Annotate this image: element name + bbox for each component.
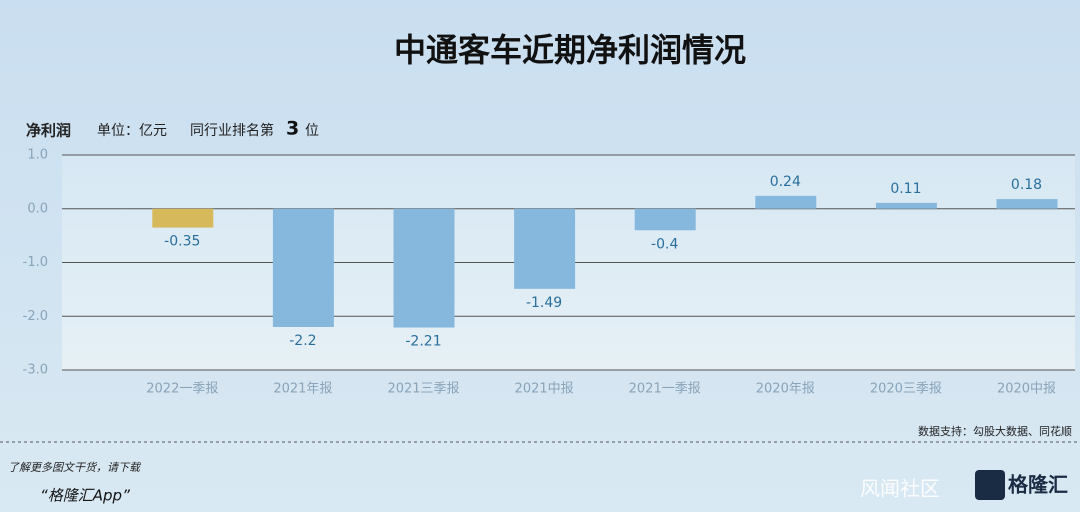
bar: [996, 199, 1058, 209]
rank-prefix: 同行业排名第: [190, 122, 274, 139]
logo: 格隆汇: [1008, 473, 1068, 497]
bar: [272, 208, 334, 327]
watermark: 风闻社区: [860, 477, 940, 501]
y-tick-label: 1.0: [27, 148, 48, 163]
unit: 单位：亿元: [97, 123, 167, 139]
x-tick-label: 2021三季报: [387, 382, 459, 397]
bar: [152, 208, 214, 228]
rank-suffix: 位: [305, 123, 319, 139]
x-tick-label: 2020三季报: [870, 382, 942, 397]
value-label: 0.24: [770, 174, 801, 190]
y-tick-label: -3.0: [23, 363, 48, 378]
value-label: -2.21: [405, 334, 441, 350]
metric: 净利润: [26, 122, 71, 140]
y-tick-label: 0.0: [27, 201, 48, 216]
value-label: -0.4: [651, 236, 678, 252]
rank: 3: [286, 118, 299, 140]
footer-line2: “格隆汇App”: [40, 487, 130, 505]
x-tick-label: 2021中报: [515, 382, 574, 397]
value-label: 0.11: [890, 181, 921, 197]
bar: [634, 208, 696, 231]
bar: [393, 208, 455, 328]
y-tick-label: -2.0: [23, 309, 48, 324]
x-tick-label: 2020年报: [756, 382, 815, 397]
chart-title: 中通客车近期净利润情况: [394, 31, 746, 69]
x-tick-label: 2022一季报: [146, 382, 218, 397]
bar: [755, 195, 817, 209]
value-label: -1.49: [526, 295, 562, 311]
y-tick-label: -1.0: [23, 255, 48, 270]
footer-line1: 了解更多图文干货，请下载: [8, 461, 142, 474]
value-label: 0.18: [1011, 177, 1042, 193]
bar: [514, 208, 576, 289]
logo-icon: [975, 470, 1005, 500]
x-tick-label: 2021一季报: [629, 382, 701, 397]
bar: [875, 202, 937, 209]
source: 数据支持：勾股大数据、同花顺: [918, 424, 1072, 438]
value-label: -2.2: [289, 333, 316, 349]
x-tick-label: 2020中报: [997, 382, 1056, 397]
value-label: -0.35: [164, 234, 200, 250]
x-tick-label: 2021年报: [273, 382, 332, 397]
